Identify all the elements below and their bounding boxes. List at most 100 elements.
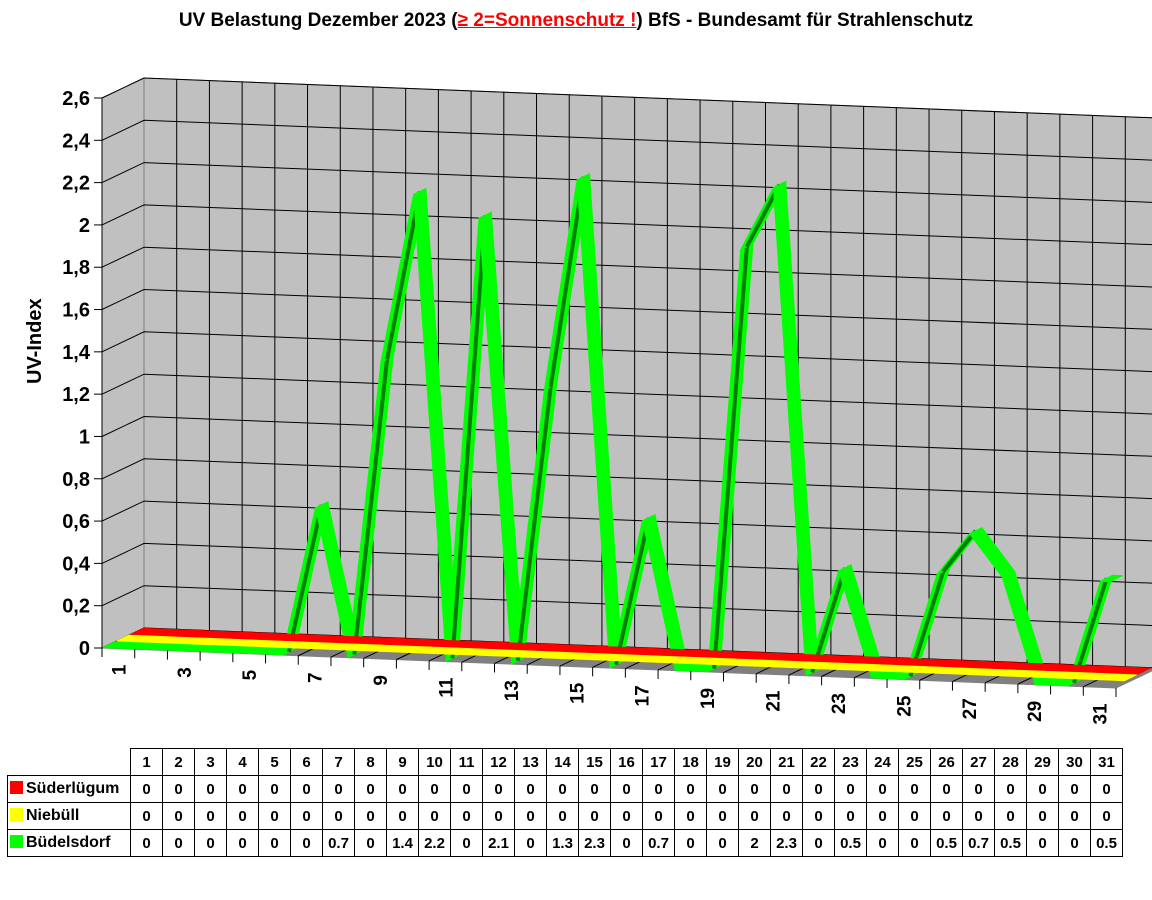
value-cell: 0	[802, 802, 835, 830]
value-cell: 0	[930, 802, 963, 830]
value-cell: 0	[898, 829, 931, 857]
day-header: 1	[130, 748, 163, 776]
day-header: 12	[482, 748, 515, 776]
value-cell: 0	[706, 802, 739, 830]
x-tick-label: 11	[437, 677, 458, 698]
value-cell: 0	[642, 802, 675, 830]
value-cell: 0	[1026, 802, 1059, 830]
y-tick-label: 0	[79, 638, 90, 660]
side-wall	[101, 77, 145, 649]
table-row: Süderlügum 0 0 0 0 0 0 0 0 0 0 0 0 0 0 0 0 0 0 0 0 0 0 0 0 0 0 0 0 0 0…	[7, 775, 1123, 803]
x-tick-label: 3	[175, 667, 196, 678]
y-tick-label: 0,6	[62, 511, 90, 533]
value-cell: 0.5	[994, 829, 1027, 857]
x-tick-label: 29	[1025, 701, 1046, 722]
value-cell: 0	[322, 802, 355, 830]
day-header: 8	[354, 748, 387, 776]
day-header: 21	[770, 748, 803, 776]
value-cell: 0	[450, 829, 483, 857]
value-cell: 0	[258, 829, 291, 857]
value-cell: 0	[194, 829, 227, 857]
series-name: Büdelsdorf	[26, 834, 111, 851]
value-cell: 0	[770, 802, 803, 830]
value-cell: 0	[1090, 802, 1123, 830]
value-cell: 0	[930, 775, 963, 803]
value-cell: 0	[194, 775, 227, 803]
day-header: 31	[1090, 748, 1123, 776]
data-table: 1 2 3 4 5 6 7 8 9 10 11 12 13 14 15 16 17 18 19 20 21 22 23 24 2…	[7, 748, 1123, 857]
day-header: 13	[514, 748, 547, 776]
value-cell: 0.7	[962, 829, 995, 857]
value-cell: 0	[578, 802, 611, 830]
series-legend-cell: Niebüll	[7, 802, 131, 830]
day-header: 20	[738, 748, 771, 776]
day-header: 15	[578, 748, 611, 776]
series-name: Süderlügum	[26, 780, 120, 797]
day-header: 2	[162, 748, 195, 776]
value-cell: 0	[418, 802, 451, 830]
y-tick-label: 2,6	[62, 88, 90, 110]
value-cell: 0	[866, 829, 899, 857]
value-cell: 0	[962, 802, 995, 830]
value-cell: 2.1	[482, 829, 515, 857]
day-header: 14	[546, 748, 579, 776]
value-cell: 0	[354, 775, 387, 803]
day-header: 16	[610, 748, 643, 776]
sunscreen-warning-link[interactable]: ≥ 2=Sonnenschutz !	[457, 10, 637, 31]
x-tick-label: 17	[633, 685, 654, 706]
x-tick-label: 5	[240, 669, 261, 680]
value-cell: 0	[482, 802, 515, 830]
value-cell: 0	[610, 802, 643, 830]
value-cell: 0	[162, 802, 195, 830]
y-axis-label: UV-Index	[24, 298, 46, 384]
value-cell: 0	[226, 775, 259, 803]
x-tick-label: 25	[894, 695, 915, 717]
value-cell: 0	[738, 775, 771, 803]
x-tick-label: 21	[764, 690, 785, 712]
value-cell: 0	[162, 775, 195, 803]
value-cell: 1.3	[546, 829, 579, 857]
value-cell: 1.4	[386, 829, 419, 857]
day-header: 23	[834, 748, 867, 776]
value-cell: 0	[514, 829, 547, 857]
value-cell: 0	[738, 802, 771, 830]
y-tick-label: 1,4	[62, 342, 91, 364]
uv-3d-line-chart: 00,20,40,60,811,21,41,61,822,22,42,61 3 5 7…	[62, 77, 1152, 725]
value-cell: 0	[1026, 775, 1059, 803]
value-cell: 0.7	[642, 829, 675, 857]
table-corner	[8, 749, 131, 776]
value-cell: 0	[962, 775, 995, 803]
value-cell: 0	[194, 802, 227, 830]
day-header: 27	[962, 748, 995, 776]
value-cell: 0	[578, 775, 611, 803]
value-cell: 0	[674, 802, 707, 830]
legend-swatch-icon	[10, 835, 23, 848]
value-cell: 0.5	[930, 829, 963, 857]
value-cell: 0	[834, 802, 867, 830]
y-tick-label: 0,2	[62, 596, 90, 618]
value-cell: 0	[450, 775, 483, 803]
back-wall	[143, 77, 1152, 669]
day-header: 6	[290, 748, 323, 776]
x-tick-label: 15	[567, 682, 588, 704]
day-header: 5	[258, 748, 291, 776]
value-cell: 0	[290, 802, 323, 830]
day-header: 18	[674, 748, 707, 776]
value-cell: 0	[162, 829, 195, 857]
y-tick-label: 0,8	[62, 469, 90, 491]
day-header: 19	[706, 748, 739, 776]
value-cell: 0	[994, 802, 1027, 830]
value-cell: 0	[802, 829, 835, 857]
value-cell: 0	[1058, 829, 1091, 857]
value-cell: 0	[386, 802, 419, 830]
value-cell: 0	[130, 802, 163, 830]
value-cell: 0	[1058, 802, 1091, 830]
value-cell: 0	[706, 829, 739, 857]
value-cell: 0	[770, 775, 803, 803]
value-cell: 0	[898, 775, 931, 803]
value-cell: 0	[322, 775, 355, 803]
value-cell: 0	[482, 775, 515, 803]
value-cell: 0	[450, 802, 483, 830]
value-cell: 0	[1026, 829, 1059, 857]
x-tick-label: 13	[502, 680, 523, 701]
